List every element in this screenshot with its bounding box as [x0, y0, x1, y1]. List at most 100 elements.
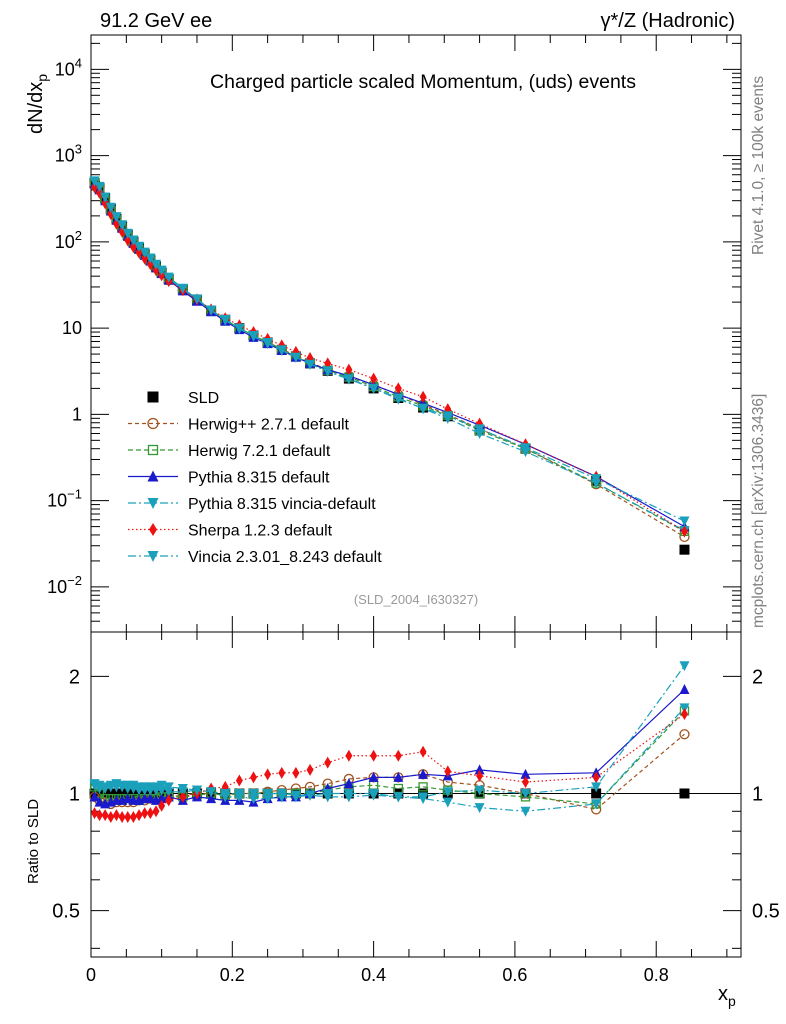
main-point-vincia	[305, 359, 316, 370]
ratio-point-sherpa	[278, 766, 286, 779]
main-point-vincia	[679, 516, 690, 527]
x-ticks: 0 0.2 0.4 0.6 0.8	[86, 35, 728, 985]
main-point-sherpa	[370, 372, 378, 385]
ratio-point-pythia	[122, 793, 133, 804]
ratio-y-tick-label-right: 0.5	[752, 901, 780, 923]
main-title: Charged particle scaled Momentum, (uds) …	[210, 71, 636, 93]
ratio-point-sherpa	[250, 771, 257, 784]
main-y-tick-label: 10	[62, 318, 82, 338]
ratio-plot-frame	[90, 631, 742, 958]
ratio-point-data	[111, 788, 122, 799]
ratio-y-tick-label-right: 2	[752, 666, 763, 688]
ratio-y-tick-label: 2	[69, 666, 80, 688]
ratio-point-pythia_vincia	[248, 794, 259, 805]
main-point-vincia	[520, 443, 531, 454]
ratio-panel: 0.5 0.5 1 1 2 2 0 0.2 0.4 0.6 0.8 Ratio to SLD xp	[25, 35, 780, 1009]
legend-item-pythia_vincia: Pythia 8.315 vincia-default	[128, 496, 376, 513]
main-point-vincia	[151, 259, 161, 270]
ratio-point-vincia	[262, 788, 273, 799]
main-point-vincia	[322, 366, 333, 377]
ratio-point-vincia	[520, 788, 531, 799]
ratio-point-sherpa	[264, 768, 272, 781]
main-point-vincia	[262, 338, 273, 349]
legend-item-pythia: Pythia 8.315 default	[128, 470, 330, 487]
ratio-point-sherpa	[91, 807, 99, 820]
legend-label: Pythia 8.315 vincia-default	[188, 496, 376, 513]
x-tick-label: 0.6	[502, 965, 527, 985]
ratio-point-sherpa	[165, 794, 173, 807]
ratio-point-pythia	[520, 768, 531, 779]
ratio-point-sherpa	[292, 766, 300, 779]
main-point-vincia	[220, 314, 231, 325]
legend-marker	[147, 444, 159, 456]
ratio-point-sherpa	[129, 811, 137, 824]
legend-item-herwigpp: Herwig++ 2.7.1 default	[128, 417, 350, 434]
ratio-point-sherpa	[158, 799, 166, 812]
ratio-series-vincia	[89, 661, 690, 803]
x-tick-label: 0	[86, 965, 96, 985]
ratio-point-data	[591, 788, 602, 799]
main-line-vincia	[94, 180, 685, 522]
ratio-point-herwigpp	[679, 729, 690, 740]
x-tick-label: 0.2	[220, 965, 245, 985]
main-line-sherpa	[94, 186, 685, 532]
ratio-point-vincia	[206, 787, 217, 798]
legend-item-herwig7: Herwig 7.2.1 default	[128, 443, 331, 460]
ratio-point-pythia_vincia	[262, 794, 273, 805]
main-point-vincia	[122, 228, 133, 239]
main-y-tick-label: 1	[72, 404, 82, 424]
legend-marker	[147, 498, 159, 509]
ratio-point-sherpa	[141, 807, 149, 820]
ratio-point-vincia	[276, 788, 287, 799]
legend-label: SLD	[188, 390, 219, 407]
x-tick-label: 0.8	[644, 965, 669, 985]
ratio-point-vincia	[220, 788, 231, 799]
process-label: γ*/Z (Hadronic)	[601, 10, 735, 32]
ratio-point-pythia_vincia	[591, 799, 602, 810]
main-point-vincia	[393, 394, 404, 405]
main-plot-frame	[90, 34, 742, 633]
ratio-point-vincia	[393, 792, 404, 803]
ratio-series	[89, 661, 690, 824]
main-point-vincia	[134, 241, 145, 252]
ratio-point-sherpa	[118, 811, 126, 824]
x-axis-label: xp	[718, 983, 736, 1009]
ratio-point-vincia	[177, 783, 188, 794]
ratio-point-data	[117, 788, 128, 799]
ratio-point-pythia_vincia	[520, 806, 531, 817]
ratio-point-vincia	[343, 788, 354, 799]
main-point-vincia	[290, 352, 301, 363]
ratio-point-sherpa	[306, 763, 314, 776]
ratio-point-pythia	[393, 771, 404, 782]
main-point-vincia	[248, 331, 259, 342]
legend-marker	[147, 551, 159, 562]
ratio-point-pythia	[368, 771, 379, 782]
legend-marker	[147, 391, 159, 403]
ratio-point-pythia_vincia	[442, 797, 453, 808]
main-point-vincia	[89, 176, 100, 187]
x-tick-label: 0.4	[361, 965, 386, 985]
ratio-point-vincia	[290, 790, 301, 801]
ratio-point-vincia	[322, 788, 333, 799]
mcplots-label: mcplots.cern.ch [arXiv:1306.3436]	[750, 394, 767, 628]
ratio-point-sherpa	[345, 749, 353, 762]
main-point-vincia	[191, 294, 202, 305]
main-point-vincia	[111, 212, 122, 223]
ratio-point-sherpa	[522, 776, 530, 789]
x-axis-label-text: xp	[718, 983, 736, 1009]
main-y-tick-label: 10−1	[47, 487, 82, 511]
legend-item-data: SLD	[147, 390, 219, 407]
ratio-point-vincia	[679, 661, 690, 672]
main-series-data	[89, 178, 690, 555]
ratio-point-vincia	[442, 787, 453, 798]
ratio-point-sherpa	[101, 809, 109, 822]
ratio-point-vincia	[105, 780, 116, 791]
main-y-tick-label: 10−2	[47, 573, 82, 597]
ratio-point-pythia_vincia	[474, 803, 485, 814]
main-point-vincia	[139, 247, 150, 258]
main-point-vincia	[177, 283, 188, 294]
legend-marker	[147, 417, 159, 430]
legend-marker	[147, 470, 159, 482]
legend-label: Pythia 8.315 default	[188, 470, 330, 487]
